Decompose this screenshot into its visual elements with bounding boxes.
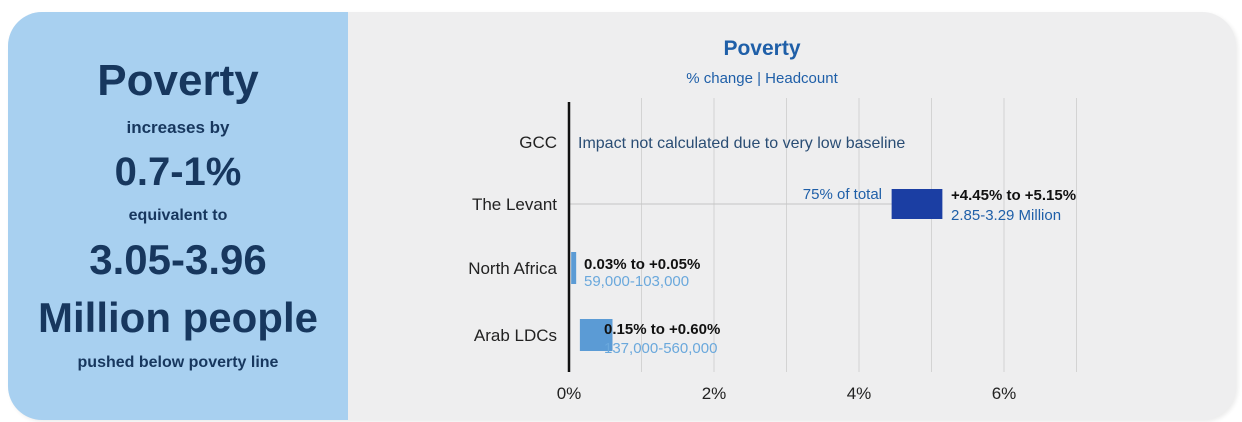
gcc-note-label: Impact not calculated due to very low ba… [578, 135, 905, 152]
category-label: Arab LDCs [474, 326, 557, 345]
x-tick-label: 6% [992, 384, 1017, 403]
category-label: North Africa [468, 259, 557, 278]
summary-increases-text: increases by [126, 118, 230, 137]
pct-label: +4.45% to +5.15% [951, 187, 1076, 204]
headcount-label: 59,000-103,000 [584, 273, 689, 290]
headcount-label: 2.85-3.29 Million [951, 207, 1061, 224]
summary-title: Poverty [97, 56, 259, 105]
pct-label: 0.03% to +0.05% [584, 256, 700, 273]
pct-label: 0.15% to +0.60% [604, 321, 720, 338]
chart-subtitle: % change | Headcount [686, 70, 838, 87]
summary-equivalent-text: equivalent to [128, 207, 228, 224]
summary-people-count: 3.05-3.96 [89, 236, 267, 283]
bar-north-africa [571, 252, 577, 284]
x-tick-label: 4% [847, 384, 872, 403]
chart-title: Poverty [723, 37, 800, 60]
category-label: The Levant [472, 195, 557, 214]
summary-range: 0.7-1% [114, 150, 242, 194]
bar-the-levant [891, 189, 943, 219]
x-tick-label: 2% [702, 384, 727, 403]
x-tick-label: 0% [557, 384, 582, 403]
share-label: 75% of total [803, 186, 882, 203]
category-label: GCC [519, 133, 557, 152]
summary-panel: Poverty increases by 0.7-1% equivalent t… [8, 12, 348, 420]
headcount-label: 137,000-560,000 [604, 340, 717, 357]
bar-arab-ldcs [579, 319, 613, 351]
summary-poverty-line-text: pushed below poverty line [77, 354, 279, 371]
infographic-card: Poverty increases by 0.7-1% equivalent t… [8, 12, 1236, 420]
summary-people-unit: Million people [38, 294, 318, 341]
